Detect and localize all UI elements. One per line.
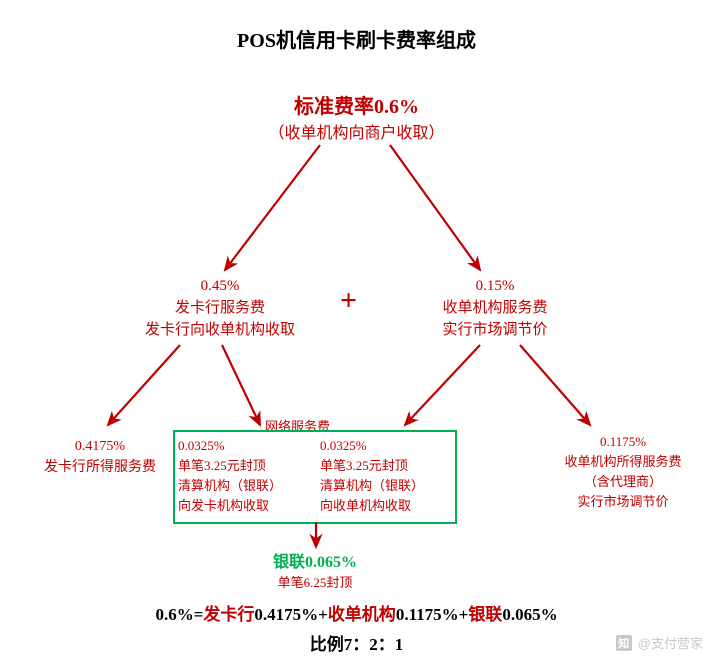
right-branch-rate: 0.15% (395, 276, 595, 298)
left-branch-line1: 发卡行服务费 (110, 298, 330, 320)
leaf-rr-rate: 0.1175% (543, 432, 703, 452)
footer-prefix: 0.6%= (155, 605, 203, 624)
leaf-rl-line3: 向收单机构收取 (320, 496, 460, 516)
footer-p2r: 收单机构 (328, 605, 396, 624)
leaf-lr-rate: 0.0325% (178, 436, 318, 456)
leaf-ll-node: 0.4175% 发卡行所得服务费 (30, 436, 170, 478)
footer-ratio: 比例7：2：1 (0, 630, 713, 655)
left-branch-node: 0.45% 发卡行服务费 发卡行向收单机构收取 (110, 276, 330, 341)
leaf-rl-rate: 0.0325% (320, 436, 460, 456)
leaf-lr-line3: 向发卡机构收取 (178, 496, 318, 516)
leaf-lr-line2: 清算机构（银联） (178, 476, 318, 496)
left-branch-rate: 0.45% (110, 276, 330, 298)
leaf-rr-line3: 实行市场调节价 (543, 492, 703, 512)
right-branch-line2: 实行市场调节价 (395, 320, 595, 342)
footer-p2v: 0.1175%+ (396, 605, 469, 624)
root-rate: 标准费率0.6% (0, 90, 713, 119)
footer-p3v: 0.065% (502, 605, 557, 624)
footer-p1v: 0.4175%+ (254, 605, 327, 624)
watermark: 知 @支付营家 (616, 633, 703, 652)
leaf-rl-node: 0.0325% 单笔3.25元封顶 清算机构（银联） 向收单机构收取 (320, 436, 460, 517)
right-branch-line1: 收单机构服务费 (395, 298, 595, 320)
leaf-lr-node: 0.0325% 单笔3.25元封顶 清算机构（银联） 向发卡机构收取 (178, 436, 318, 517)
leaf-rr-line1: 收单机构所得服务费 (543, 452, 703, 472)
root-node: 标准费率0.6% （收单机构向商户收取） (0, 90, 713, 143)
left-branch-line2: 发卡行向收单机构收取 (110, 320, 330, 342)
zhihu-icon: 知 (616, 635, 632, 651)
leaf-rr-line2: （含代理商） (543, 472, 703, 492)
unionpay-node: 银联0.065% 单笔6.25封顶 (230, 548, 400, 591)
leaf-ll-line1: 发卡行所得服务费 (30, 457, 170, 478)
watermark-text: @支付营家 (638, 633, 703, 652)
plus-symbol: + (340, 284, 357, 318)
unionpay-rate: 银联0.065% (230, 548, 400, 572)
footer-formula: 0.6%=发卡行0.4175%+收单机构0.1175%+银联0.065% (0, 600, 713, 625)
leaf-rl-line1: 单笔3.25元封顶 (320, 456, 460, 476)
leaf-lr-line1: 单笔3.25元封顶 (178, 456, 318, 476)
footer-p1r: 发卡行 (203, 605, 254, 624)
right-branch-node: 0.15% 收单机构服务费 实行市场调节价 (395, 276, 595, 341)
page-title: POS机信用卡刷卡费率组成 (0, 24, 713, 53)
footer-p3r: 银联 (468, 605, 502, 624)
leaf-ll-rate: 0.4175% (30, 436, 170, 457)
leaf-rl-line2: 清算机构（银联） (320, 476, 460, 496)
leaf-rr-node: 0.1175% 收单机构所得服务费 （含代理商） 实行市场调节价 (543, 432, 703, 513)
root-subtitle: （收单机构向商户收取） (0, 119, 713, 143)
unionpay-cap: 单笔6.25封顶 (230, 572, 400, 591)
